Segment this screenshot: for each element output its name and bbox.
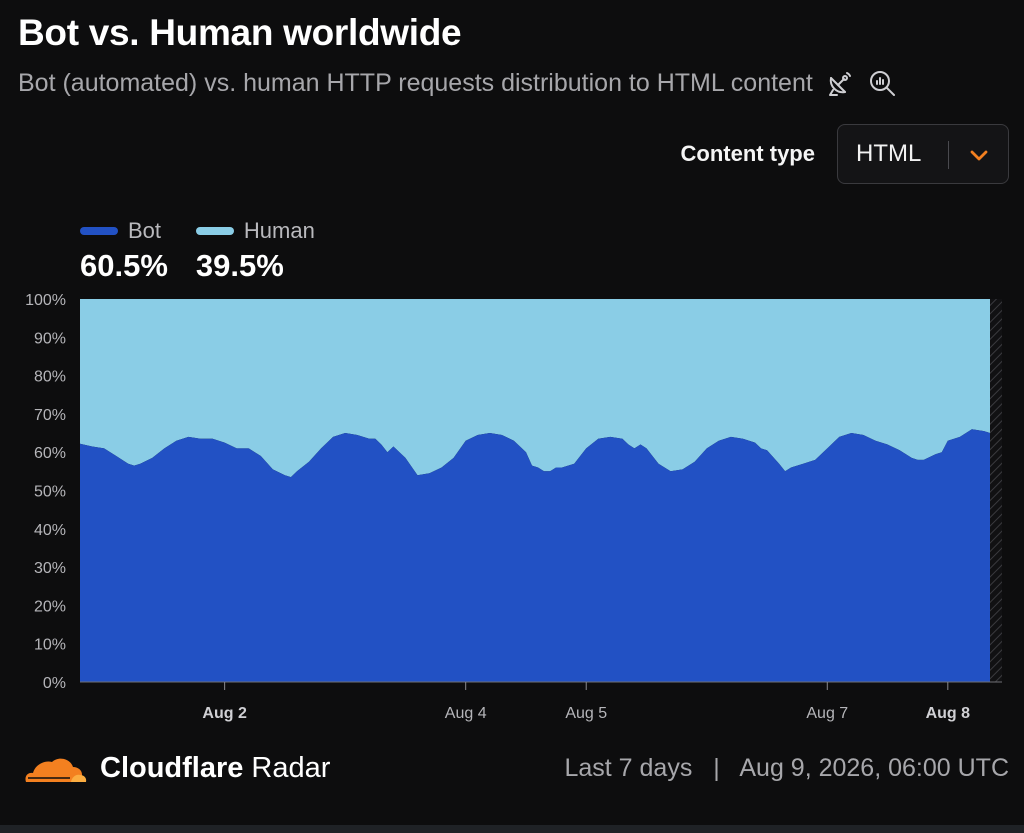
x-tick-label: Aug 5 [565, 705, 607, 722]
legend-key: Human [195, 218, 315, 244]
plot-area [80, 299, 1002, 683]
x-tick-label: Aug 8 [926, 705, 971, 722]
y-tick-label: 20% [34, 598, 66, 615]
y-tick-label: 100% [25, 292, 66, 309]
satellite-dish-icon[interactable] [825, 68, 855, 98]
content-type-select[interactable]: HTML [837, 124, 1009, 184]
legend-value-human: 39.5% [195, 248, 284, 283]
footer-meta: Last 7 days | Aug 9, 2026, 06:00 UTC [564, 754, 1009, 783]
content-type-label: Content type [680, 141, 815, 166]
series-area-human[interactable] [80, 299, 990, 478]
y-tick-label: 60% [34, 445, 66, 462]
timestamp: Aug 9, 2026, 06:00 UTC [739, 754, 1009, 782]
y-axis: 0% 10% 20% 30% 40% 50% 60% 70% 80% 90% 100% [25, 292, 66, 692]
y-tick-label: 10% [34, 637, 66, 654]
legend-item-human[interactable]: Human 39.5% [195, 218, 315, 284]
legend-name-bot: Bot [128, 218, 162, 243]
page-subtitle: Bot (automated) vs. human HTTP requests … [18, 68, 813, 97]
footer-separator: | [713, 754, 720, 782]
y-tick-label: 50% [34, 484, 66, 501]
series-area-bot[interactable] [80, 429, 990, 682]
y-tick-label: 70% [34, 407, 66, 424]
bottom-bar [0, 825, 1024, 833]
x-tick-label: Aug 2 [202, 705, 247, 722]
y-tick-label: 80% [34, 369, 66, 386]
legend-item-bot[interactable]: Bot 60.5% [80, 218, 168, 284]
y-tick-label: 30% [34, 560, 66, 577]
x-tick-label: Aug 4 [445, 705, 487, 722]
content-type-value: HTML [856, 140, 922, 167]
zoom-chart-icon[interactable] [867, 68, 897, 98]
chevron-down-icon[interactable] [968, 146, 990, 164]
brand-product: Radar [251, 751, 331, 784]
select-divider [948, 141, 949, 169]
brand-name: Cloudflare [100, 751, 244, 784]
y-tick-label: 90% [34, 330, 66, 347]
legend-key: Bot [80, 218, 168, 244]
x-tick-label: Aug 7 [806, 705, 848, 722]
incomplete-data-band [990, 299, 1002, 682]
legend-value-bot: 60.5% [80, 248, 168, 283]
legend-name-human: Human [243, 218, 315, 243]
page-title: Bot vs. Human worldwide [18, 12, 462, 53]
content-type-filter: Content type HTML [681, 124, 1009, 184]
date-range: Last 7 days [564, 754, 693, 782]
legend-swatch-bot [80, 227, 118, 235]
legend-swatch-human [195, 227, 234, 235]
cloudflare-logo-icon [18, 748, 90, 788]
y-tick-label: 0% [43, 675, 66, 692]
y-tick-label: 40% [34, 522, 66, 539]
x-axis: Aug 2 Aug 4 Aug 5 Aug 7 Aug 8 [202, 682, 970, 722]
footer-brand: Cloudflare Radar [18, 748, 330, 788]
subtitle-row: Bot (automated) vs. human HTTP requests … [18, 68, 897, 98]
chart-legend: Bot 60.5% Human 39.5% [80, 218, 343, 284]
